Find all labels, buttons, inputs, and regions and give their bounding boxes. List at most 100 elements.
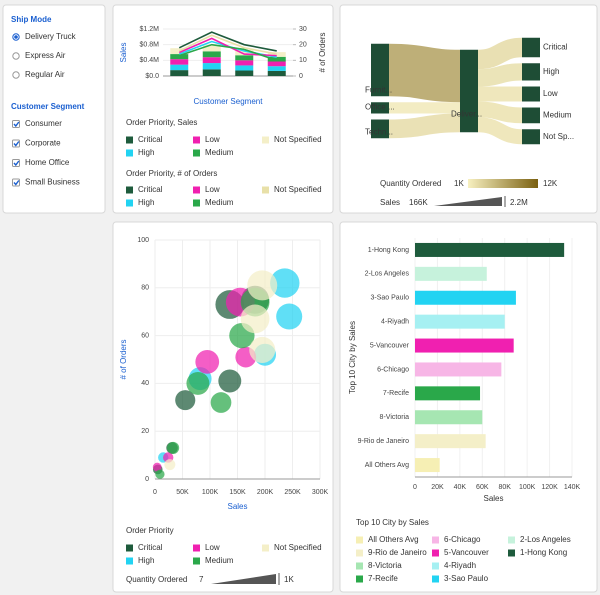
sankey-link <box>388 113 461 139</box>
legend-label: 3-Sao Paulo <box>444 574 489 583</box>
x-axis-label: Customer Segment <box>194 97 264 106</box>
sankey-link <box>388 43 461 103</box>
legend-swatch <box>432 575 439 583</box>
legend-label: High <box>138 148 154 157</box>
node-label: Critical <box>543 43 568 52</box>
legend-swatch <box>193 136 200 144</box>
checkbox-label[interactable]: Small Business <box>25 178 80 187</box>
legend-swatch <box>126 199 133 207</box>
bar-segment <box>267 52 286 57</box>
legend-label: Not Specified <box>274 135 322 144</box>
bar-segment <box>235 60 254 66</box>
bar <box>415 410 483 425</box>
bubble <box>276 303 303 330</box>
bubble <box>249 336 276 363</box>
node-label: Low <box>543 89 558 98</box>
y-axis-label: # of Orders <box>119 339 128 379</box>
color-scale <box>468 179 538 188</box>
bubble <box>186 371 210 395</box>
legend-label: 6-Chicago <box>444 535 481 544</box>
legend-label: 2-Los Angeles <box>520 535 571 544</box>
checkbox-label[interactable]: Home Office <box>25 158 70 167</box>
y-tick-label: 2-Los Angeles <box>365 271 410 278</box>
legend-label: 5-Vancouver <box>444 548 489 557</box>
legend-swatch <box>193 557 200 565</box>
legend-title: Order Priority, # of Orders <box>126 169 217 178</box>
legend-swatch <box>356 562 363 570</box>
checkmark <box>13 121 20 128</box>
legend-label: High <box>138 556 154 565</box>
legend-label: 7-Recife <box>368 574 398 583</box>
order-line <box>178 34 277 55</box>
legend-title: Quantity Ordered <box>380 179 441 188</box>
x-tick-label: 140K <box>564 484 581 491</box>
radio-label[interactable]: Regular Air <box>25 70 65 79</box>
legend-swatch <box>356 575 363 583</box>
order-line <box>178 43 278 62</box>
x-tick-label: 20K <box>431 484 444 491</box>
bar <box>415 386 481 401</box>
y-tick-label: 20 <box>141 428 149 435</box>
legend-label: Low <box>205 185 220 194</box>
checkmark <box>13 160 20 167</box>
bar-segment <box>235 65 254 71</box>
legend-min: 1K <box>454 179 464 188</box>
sankey-node <box>522 86 540 102</box>
legend-swatch <box>193 199 200 207</box>
radio-button[interactable] <box>12 71 20 79</box>
bubble <box>164 459 176 471</box>
x-tick-label: 0 <box>413 484 417 491</box>
legend-swatch <box>193 544 200 552</box>
legend-min: 7 <box>199 575 204 584</box>
legend-swatch <box>193 149 200 157</box>
sankey-node <box>522 63 540 81</box>
y-tick-label: $1.2M <box>140 26 160 33</box>
sankey-node <box>522 37 540 58</box>
sankey-node <box>460 49 478 133</box>
x-axis-label: Sales <box>227 502 247 511</box>
radio-label[interactable]: Delivery Truck <box>25 32 77 41</box>
legend-swatch <box>126 557 133 565</box>
legend-title: Quantity Ordered <box>126 575 187 584</box>
legend-label: Low <box>205 543 220 552</box>
y-axis-label: Top 10 City by Sales <box>348 321 357 394</box>
legend-label: Medium <box>205 556 234 565</box>
legend-title: Order Priority, Sales <box>126 118 197 127</box>
sankey-node <box>522 129 540 145</box>
legend-swatch <box>262 136 269 144</box>
x-tick-label: 150K <box>229 489 246 496</box>
checkmark <box>13 141 20 147</box>
bar-segment <box>267 56 286 62</box>
bubble <box>240 304 270 334</box>
legend-swatch <box>432 536 439 544</box>
legend-label: 8-Victoria <box>368 561 402 570</box>
legend-label: Critical <box>138 135 163 144</box>
order-line <box>178 31 277 52</box>
legend-label: 1-Hong Kong <box>520 548 567 557</box>
legend-max: 12K <box>543 179 558 188</box>
y-tick-label: 9-Rio de Janeiro <box>358 438 409 445</box>
x-tick-label: 50K <box>176 489 189 496</box>
x-tick-label: 100K <box>202 489 219 496</box>
bubble <box>218 369 242 393</box>
bar <box>415 458 440 473</box>
node-label: Furnit... <box>365 85 392 94</box>
bubble <box>247 270 278 301</box>
legend-swatch <box>262 544 269 552</box>
legend-swatch <box>508 549 515 557</box>
y-tick-label: 1-Hong Kong <box>368 247 409 254</box>
checkbox-label[interactable]: Corporate <box>25 139 61 148</box>
bar <box>415 338 514 353</box>
checkbox-label[interactable]: Consumer <box>25 119 62 128</box>
radio-button[interactable] <box>12 52 20 60</box>
radio-label[interactable]: Express Air <box>25 51 66 60</box>
y-tick-label: $0.0 <box>145 73 159 80</box>
x-tick-label: 40K <box>454 484 467 491</box>
x-tick-label: 120K <box>541 484 558 491</box>
bar-panel <box>339 221 598 593</box>
legend-label: 9-Rio de Janeiro <box>368 548 427 557</box>
x-tick-label: 200K <box>257 489 274 496</box>
node-label: Not Sp... <box>543 132 574 141</box>
size-scale <box>211 574 276 584</box>
sankey-link <box>477 37 523 70</box>
